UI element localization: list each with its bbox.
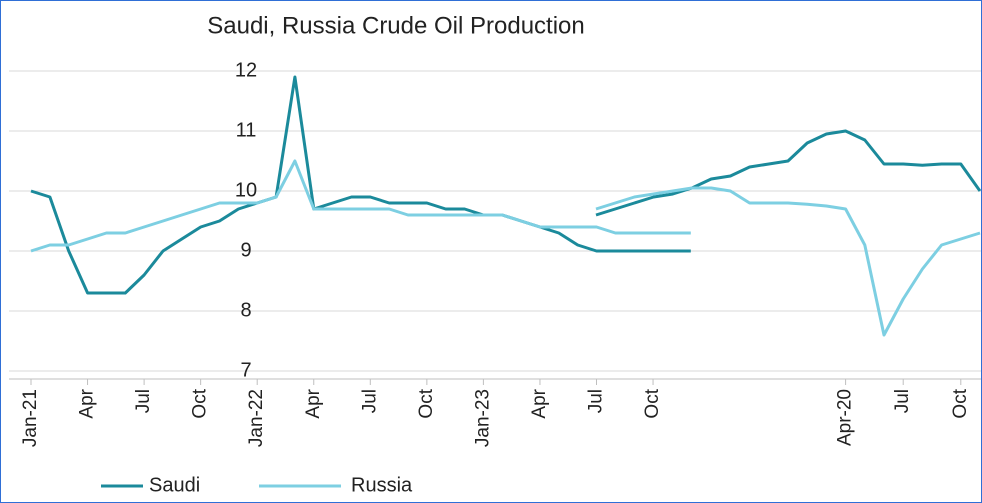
x-tick-label: Apr <box>77 388 98 418</box>
y-tick-label: 11 <box>236 119 257 141</box>
x-tick-label: Jan-23 <box>472 389 493 447</box>
x-tick-label: Jul <box>133 389 154 413</box>
x-tick-label: Jul <box>359 389 380 413</box>
y-tick-label: 9 <box>240 239 251 261</box>
page: Saudi, Russia Crude Oil Production 7 8 9 10… <box>0 0 982 503</box>
legend-label: Saudi <box>149 474 200 496</box>
series-line <box>596 188 980 335</box>
x-tick-label: Apr-20 <box>835 389 856 446</box>
y-tick-label: 8 <box>240 299 251 321</box>
x-tick-label: Jul <box>892 389 913 413</box>
x-tick-label: Jan-22 <box>246 389 267 447</box>
x-tick-label: Jul <box>586 389 607 413</box>
x-tick-label: Jan-21 <box>20 389 41 447</box>
x-tick-label: Apr <box>529 388 550 418</box>
chart-title: Saudi, Russia Crude Oil Production <box>207 12 585 39</box>
x-tick-label: Oct <box>416 388 437 418</box>
series-line <box>31 161 691 251</box>
legend-label: Russia <box>351 474 413 496</box>
y-tick-label: 7 <box>240 359 251 381</box>
x-tick-label: Apr <box>303 388 324 418</box>
y-tick-label: 10 <box>235 179 257 201</box>
x-tick-label: Oct <box>642 388 663 418</box>
x-tick-label: Oct <box>190 388 211 418</box>
y-tick-label: 12 <box>235 59 257 81</box>
series-line <box>31 77 691 293</box>
chart: Saudi, Russia Crude Oil Production 7 8 9 10… <box>1 1 981 502</box>
x-tick-label: Oct <box>950 388 971 418</box>
